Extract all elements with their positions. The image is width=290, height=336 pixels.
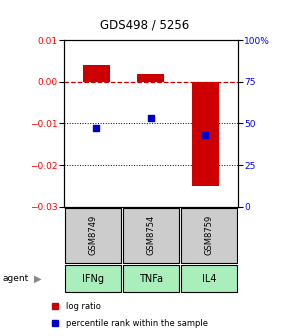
Text: log ratio: log ratio [66,301,101,310]
Bar [123,208,179,263]
Bar [65,265,121,292]
Text: IL4: IL4 [202,274,216,284]
Text: TNFa: TNFa [139,274,163,284]
Bar [192,82,219,186]
Text: ▶: ▶ [34,274,41,284]
Point [148,116,153,121]
Text: GSM8754: GSM8754 [146,215,155,255]
Bar [181,208,237,263]
Text: GDS498 / 5256: GDS498 / 5256 [100,18,190,32]
Bar [181,265,237,292]
Text: GSM8759: GSM8759 [204,215,213,255]
Bar [83,65,110,82]
Bar [137,74,164,82]
Text: IFNg: IFNg [82,274,104,284]
Text: GSM8749: GSM8749 [88,215,97,255]
Text: percentile rank within the sample: percentile rank within the sample [66,319,208,328]
Point [94,126,99,131]
Bar [123,265,179,292]
Text: agent: agent [3,275,29,283]
Bar [65,208,121,263]
Point [203,132,207,138]
